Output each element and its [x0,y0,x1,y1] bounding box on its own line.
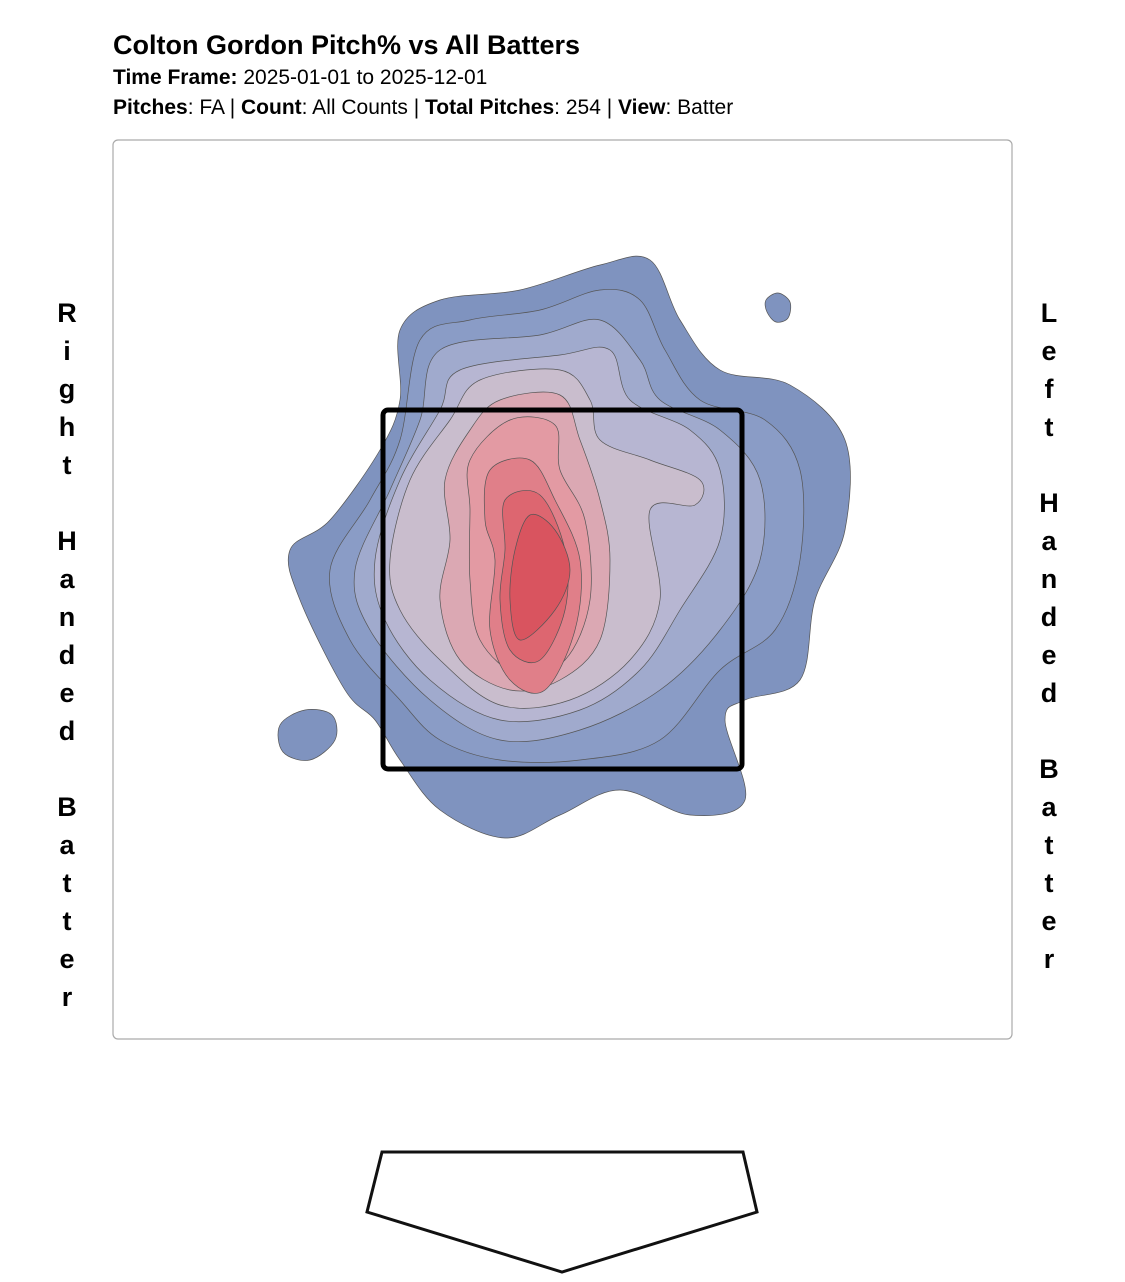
text-segment: : 254 | [554,96,619,119]
contour [277,709,338,761]
text-segment: Pitches [113,96,188,119]
text-segment: Time Frame: [113,66,238,89]
time-frame: Time Frame: 2025-01-01 to 2025-12-01 [113,66,487,90]
strike-zone [380,407,745,772]
text-segment: 2025-01-01 to 2025-12-01 [237,66,488,89]
text-segment: Count [241,96,302,119]
text-segment: : All Counts | [301,96,426,119]
contour [509,513,571,641]
plot-frame [112,139,1013,1040]
text-segment: : Batter [665,96,734,119]
text-segment: : FA | [187,96,242,119]
text-segment: View [618,96,666,119]
filters: Pitches: FA | Count: All Counts | Total … [113,96,733,120]
left-side-label: Right Handed Batter [52,298,82,1020]
density-contours [277,255,851,839]
home-plate [365,1150,759,1274]
chart-title: Colton Gordon Pitch% vs All Batters [113,30,581,60]
contour [764,292,792,323]
text-segment: Total Pitches [425,96,555,119]
right-side-label: Left Handed Batter [1034,298,1064,982]
